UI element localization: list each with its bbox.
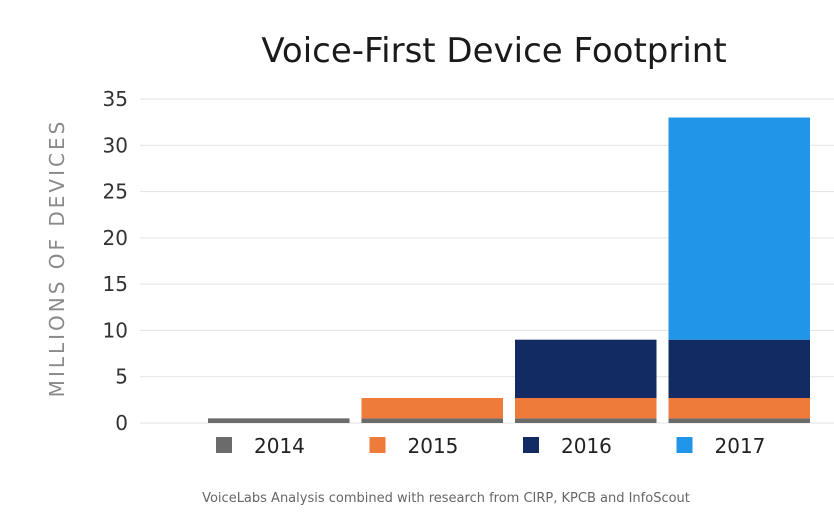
legend-swatch	[523, 437, 539, 453]
gridlines	[140, 98, 834, 424]
y-axis-ticks: 0 5 10 15 20 25 30 35	[103, 87, 128, 435]
bar-segment	[668, 398, 810, 419]
chart-title: Voice-First Device Footprint	[261, 31, 726, 71]
bar-segment	[668, 339, 810, 399]
legend-swatch	[676, 437, 693, 453]
legend: 2014 2015 2016 2017	[216, 434, 765, 458]
bar-segment	[208, 418, 350, 423]
y-tick-label: 30	[103, 133, 128, 157]
bar-segment	[361, 398, 503, 419]
legend-swatch	[369, 437, 386, 453]
y-tick-label: 10	[103, 318, 128, 342]
legend-label: 2016	[561, 434, 612, 458]
legend-swatch	[216, 437, 232, 453]
source-note: VoiceLabs Analysis combined with researc…	[202, 491, 690, 506]
bar-segment	[515, 418, 657, 423]
y-tick-label: 25	[103, 180, 128, 204]
legend-label: 2017	[715, 434, 766, 458]
bar-segment	[361, 418, 503, 423]
y-tick-label: 20	[103, 226, 128, 250]
y-tick-label: 0	[115, 411, 128, 435]
bar-segment	[668, 117, 810, 340]
y-tick-label: 35	[103, 87, 128, 111]
legend-label: 2015	[408, 434, 459, 458]
y-tick-label: 15	[103, 272, 128, 296]
bar-segment	[515, 398, 657, 419]
y-tick-label: 5	[115, 365, 128, 389]
legend-label: 2014	[254, 434, 305, 458]
bar-segment	[668, 418, 810, 423]
bars	[208, 117, 810, 423]
bar-segment	[515, 339, 657, 399]
y-axis-label: MILLIONS OF DEVICES	[45, 119, 69, 398]
